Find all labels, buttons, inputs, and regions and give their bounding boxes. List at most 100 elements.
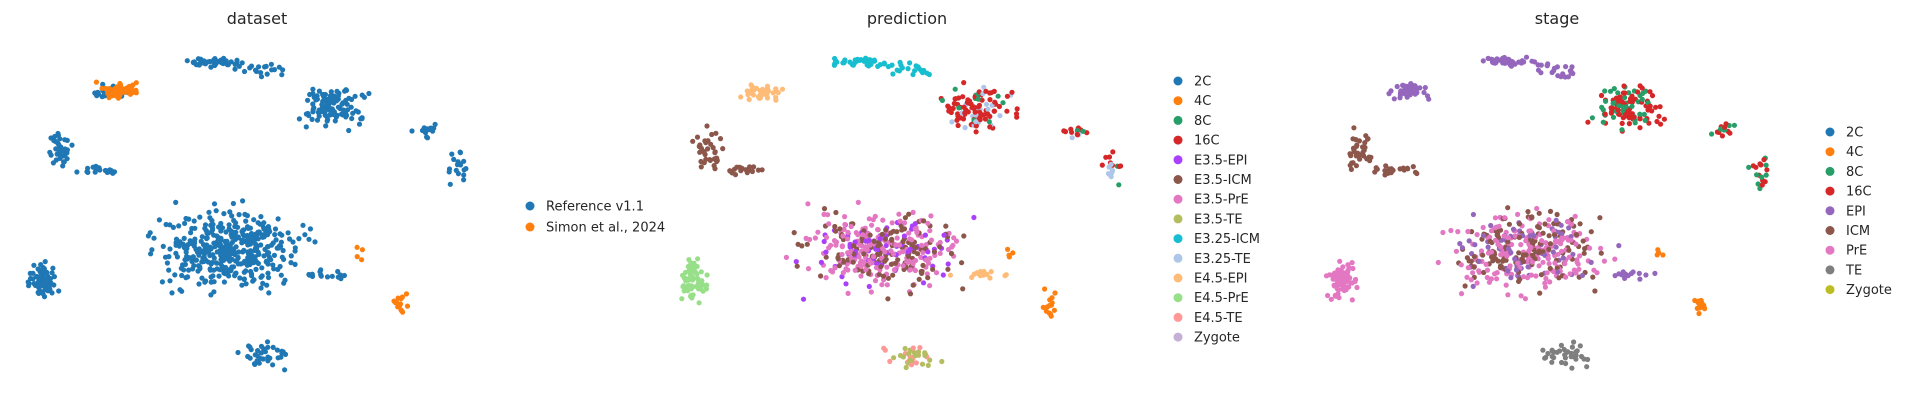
scatter-point <box>866 216 872 222</box>
scatter-point <box>779 86 786 92</box>
scatter-point <box>240 198 246 204</box>
scatter-point <box>900 263 906 269</box>
scatter-point <box>1006 254 1013 260</box>
scatter-point <box>1074 128 1080 134</box>
scatter-point <box>906 259 913 265</box>
scatter-point <box>836 263 843 269</box>
scatter-point <box>1761 157 1767 163</box>
scatter-point <box>1360 144 1366 150</box>
scatter-points-prediction <box>679 55 1124 371</box>
scatter-point <box>64 137 70 143</box>
scatter-point <box>690 277 696 283</box>
scatter-point <box>1345 273 1351 279</box>
legend-marker <box>1825 166 1835 176</box>
scatter-point <box>1335 267 1341 273</box>
scatter-point <box>791 230 797 236</box>
scatter-point <box>125 87 131 94</box>
scatter-point <box>1536 210 1542 216</box>
scatter-point <box>793 259 799 265</box>
scatter-point <box>1440 229 1446 236</box>
legend-label: 8C <box>1194 114 1211 129</box>
scatter-point <box>883 227 889 233</box>
scatter-point <box>1069 135 1075 141</box>
legend-marker <box>1173 293 1183 303</box>
scatter-point <box>907 357 914 363</box>
scatter-point <box>1535 224 1541 230</box>
scatter-point <box>1731 122 1737 128</box>
scatter-point <box>335 268 341 275</box>
scatter-point <box>1323 273 1330 279</box>
scatter-point <box>896 211 902 217</box>
scatter-point <box>47 286 53 293</box>
scatter-point <box>918 67 924 73</box>
scatter-point <box>233 220 239 226</box>
scatter-point <box>172 272 178 278</box>
scatter-point <box>880 273 887 279</box>
scatter-point <box>1754 172 1760 178</box>
panel-title-stage: stage <box>1535 9 1579 28</box>
scatter-point <box>1484 274 1490 281</box>
scatter-point <box>956 105 962 111</box>
legend-label: 4C <box>1194 94 1211 109</box>
scatter-point <box>1493 256 1499 262</box>
scatter-point <box>880 217 886 223</box>
scatter-point <box>1555 73 1561 79</box>
scatter-point <box>1494 232 1500 238</box>
scatter-point <box>52 133 58 140</box>
scatter-point <box>331 109 337 115</box>
scatter-point <box>977 117 983 123</box>
scatter-point <box>319 102 325 108</box>
scatter-point <box>866 283 872 290</box>
scatter-points-dataset <box>25 55 469 373</box>
scatter-point <box>961 104 967 110</box>
scatter-point <box>1696 310 1702 317</box>
scatter-point <box>1540 230 1546 236</box>
scatter-point <box>685 263 691 270</box>
scatter-point <box>303 111 309 117</box>
scatter-point <box>910 282 916 288</box>
scatter-point <box>167 246 173 252</box>
scatter-point <box>340 112 346 118</box>
legend-marker <box>525 201 535 211</box>
scatter-point <box>1471 264 1477 270</box>
legend-marker <box>1173 234 1183 244</box>
scatter-point <box>250 236 256 242</box>
scatter-point <box>800 296 807 302</box>
scatter-point <box>1502 60 1508 66</box>
scatter-point <box>860 232 866 238</box>
scatter-point <box>1625 272 1631 279</box>
scatter-point <box>1559 235 1565 241</box>
scatter-point <box>1332 292 1338 298</box>
scatter-point <box>201 254 207 261</box>
scatter-point <box>911 349 917 355</box>
scatter-point <box>344 101 350 107</box>
scatter-point <box>863 55 869 61</box>
scatter-point <box>1488 222 1494 229</box>
scatter-point <box>1518 293 1524 299</box>
scatter-point <box>1603 98 1609 104</box>
scatter-point <box>196 62 202 68</box>
scatter-point <box>679 296 685 302</box>
scatter-point <box>1523 252 1529 258</box>
scatter-point <box>870 253 877 260</box>
scatter-point <box>281 256 287 262</box>
scatter-point <box>145 233 151 239</box>
legend-label: E3.5-TE <box>1194 212 1243 227</box>
scatter-point <box>1563 274 1569 280</box>
scatter-point <box>826 245 832 251</box>
scatter-point <box>1470 283 1476 289</box>
scatter-point <box>1620 107 1626 113</box>
scatter-point <box>1552 238 1559 244</box>
scatter-point <box>271 252 277 258</box>
scatter-point <box>1544 270 1550 276</box>
scatter-point <box>909 237 915 243</box>
scatter-point <box>1544 63 1550 69</box>
scatter-point <box>852 267 858 273</box>
scatter-point <box>840 233 846 239</box>
scatter-point <box>343 97 349 103</box>
scatter-point <box>268 242 275 248</box>
scatter-point <box>1462 283 1468 289</box>
scatter-point <box>216 273 222 279</box>
scatter-point <box>1492 58 1498 64</box>
scatter-point <box>1565 219 1571 225</box>
